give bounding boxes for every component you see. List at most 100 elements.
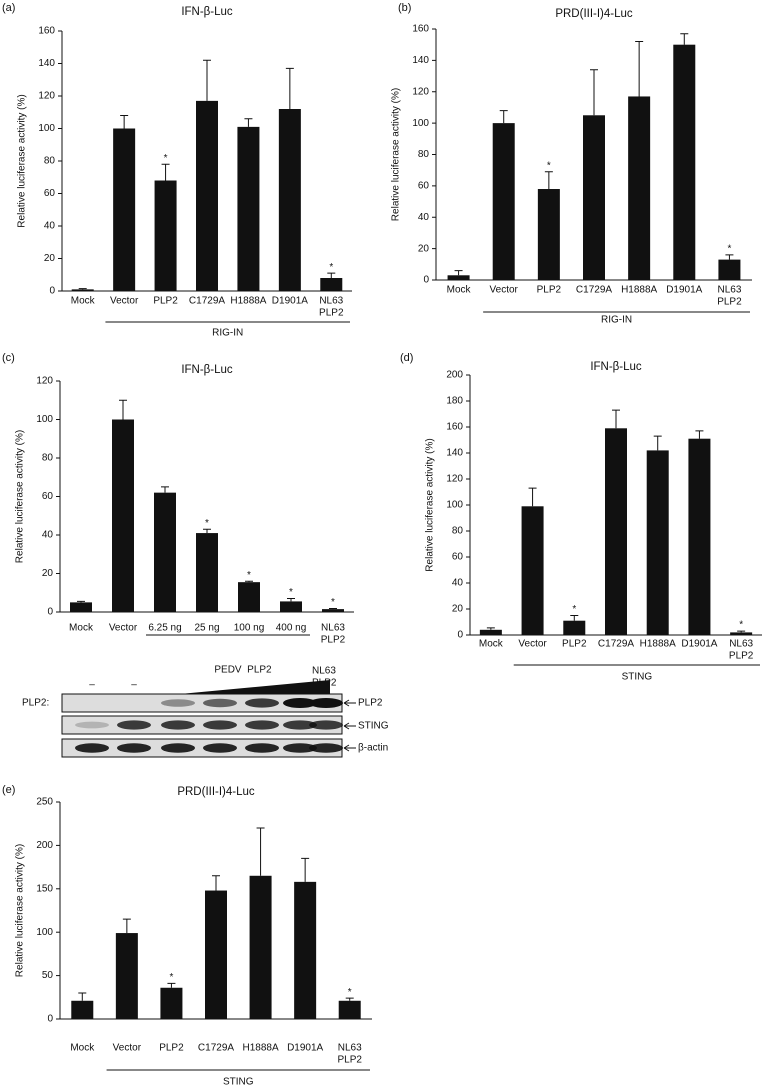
bar [320, 278, 343, 291]
error-bar [499, 110, 508, 124]
bar [278, 109, 301, 291]
y-tick-label: 20 [418, 243, 430, 254]
significance-mark: * [331, 597, 335, 608]
blot-band [309, 743, 343, 753]
bar [447, 275, 470, 280]
x-tick-label: D1901A [681, 639, 717, 650]
x-tick-label: C1729A [189, 296, 225, 307]
error-bar [203, 528, 211, 534]
blot-dash: – [131, 680, 137, 691]
error-bar [167, 982, 176, 988]
bar [205, 890, 227, 1019]
bar [563, 620, 586, 635]
x-tick-label: H1888A [243, 1043, 279, 1054]
x-tick-label: PLP2 [321, 635, 346, 646]
bar [730, 632, 753, 635]
bar [628, 96, 651, 280]
bar [492, 123, 515, 280]
chart-title: PRD(III-I)4-Luc [555, 8, 633, 20]
error-bar [212, 875, 220, 891]
y-tick-label: 160 [38, 26, 55, 37]
bar [115, 933, 138, 1019]
y-tick-label: 20 [452, 604, 464, 615]
y-tick-label: 20 [44, 253, 56, 264]
y-tick-label: 80 [418, 149, 430, 160]
x-tick-label: Mock [447, 285, 472, 296]
x-tick-label: Vector [109, 623, 138, 634]
x-tick-label: Vector [113, 1043, 142, 1054]
y-tick-label: 80 [452, 526, 464, 537]
y-tick-label: 140 [38, 58, 55, 69]
error-bar [120, 115, 129, 129]
error-bar [680, 33, 689, 45]
significance-mark: * [164, 153, 168, 164]
blot-row-label: β-actin [358, 743, 388, 754]
blot-band [203, 720, 237, 730]
bar [238, 582, 260, 612]
blot-band [245, 698, 279, 708]
panel-label: (c) [2, 352, 15, 364]
error-bar [77, 600, 85, 603]
bar [646, 450, 669, 635]
error-bar [203, 59, 211, 101]
x-tick-label: PLP2 [537, 285, 562, 296]
x-tick-label: 400 ng [276, 623, 307, 634]
x-tick-label: C1729A [198, 1043, 234, 1054]
bar [237, 126, 260, 291]
bar [70, 602, 92, 612]
x-tick-label: PLP2 [717, 297, 742, 308]
bar [673, 44, 696, 280]
x-tick-label: PLP2 [562, 639, 587, 650]
blot-row-label: PLP2 [358, 698, 383, 709]
error-bar [653, 435, 662, 451]
error-bar [544, 171, 553, 190]
bar [583, 115, 605, 280]
blot-treatment: PEDV PLP2 [214, 665, 272, 676]
blot-band [203, 743, 237, 753]
x-tick-label: H1888A [640, 639, 676, 650]
x-tick-label: H1888A [230, 296, 266, 307]
x-tick-label: NL63 [717, 285, 741, 296]
y-tick-label: 50 [42, 970, 54, 981]
western-blot: PLP2: – – PEDV PLP2 NL63 PLP2 PLP2 STING… [22, 665, 389, 758]
error-bar [454, 270, 463, 276]
bar [718, 259, 741, 280]
x-tick-label: NL63 [321, 623, 345, 634]
x-tick-label: Vector [110, 296, 139, 307]
x-tick-label: D1901A [287, 1043, 323, 1054]
x-tick-label: PLP2 [729, 651, 754, 662]
x-tick-label: NL63 [729, 639, 753, 650]
panel-label: (b) [398, 2, 411, 14]
x-tick-label: Mock [70, 1043, 95, 1054]
y-tick-label: 200 [446, 370, 463, 381]
blot-arrows [343, 699, 356, 752]
significance-mark: * [329, 262, 333, 273]
blot-band [161, 699, 195, 707]
x-tick-label: PLP2 [337, 1055, 362, 1066]
bar [71, 1000, 94, 1019]
blot-band [117, 720, 151, 730]
group-label: RIG-IN [601, 315, 632, 326]
error-bar [161, 486, 169, 493]
y-tick-label: 60 [42, 491, 54, 502]
error-bar [590, 69, 598, 116]
error-bar [285, 67, 294, 109]
y-axis-label: Relative luciferase activity (%) [17, 94, 28, 227]
y-tick-label: 160 [446, 422, 463, 433]
blot-label: PLP2: [22, 698, 49, 709]
error-bar [486, 627, 495, 630]
bar [322, 609, 344, 612]
y-tick-label: 120 [412, 86, 429, 97]
y-tick-label: 40 [452, 578, 464, 589]
y-tick-label: 60 [418, 181, 430, 192]
panel-label: (a) [2, 2, 15, 14]
bar [249, 875, 272, 1019]
y-tick-label: 120 [446, 474, 463, 485]
blot-band [283, 720, 317, 730]
bar [537, 189, 560, 280]
y-tick-label: 60 [44, 188, 56, 199]
bar [196, 533, 218, 612]
error-bar [327, 272, 336, 278]
error-bar [570, 615, 579, 621]
error-bar [122, 918, 131, 934]
